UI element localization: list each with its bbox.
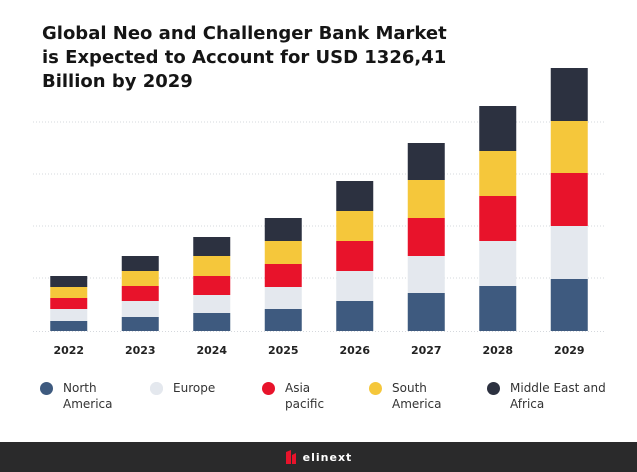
bar-segment [407, 143, 445, 180]
legend-item: Middle East and Africa [487, 380, 610, 412]
legend-swatch [40, 382, 53, 395]
x-tick-label: 2026 [339, 344, 370, 357]
bar-segment [550, 68, 588, 121]
bar-segment [550, 279, 588, 331]
legend-label: Middle East and Africa [510, 381, 606, 411]
bar-segment [550, 121, 588, 173]
legend-item: South America [369, 380, 462, 412]
x-tick-label: 2023 [125, 344, 156, 357]
x-tick-label: 2029 [554, 344, 585, 357]
x-tick-label: 2024 [196, 344, 227, 357]
legend-label: Asia pacific [285, 381, 325, 411]
x-tick-label: 2027 [411, 344, 442, 357]
legend-swatch [487, 382, 500, 395]
bar-segment [407, 256, 445, 293]
bar-segment [193, 295, 231, 313]
bar-segment [550, 226, 588, 279]
bar-segment [121, 286, 159, 301]
bar-segment [479, 286, 517, 331]
bar-segment [479, 106, 517, 151]
legend-label: Europe [173, 381, 216, 395]
logo-icon [285, 450, 296, 464]
bar-segment [50, 298, 88, 309]
legend-item: Asia pacific [262, 380, 340, 412]
chart-title: Global Neo and Challenger Bank Market is… [42, 23, 447, 92]
bar-segment [50, 276, 88, 287]
bar-segment [336, 241, 374, 271]
legend-label: South America [392, 381, 442, 411]
bar-segment [193, 237, 231, 256]
bar-segment [121, 301, 159, 317]
x-tick-label: 2022 [53, 344, 84, 357]
bar-segment [336, 271, 374, 301]
bar-segment [407, 293, 445, 331]
footer: elinext [0, 442, 637, 472]
x-tick-label: 2025 [268, 344, 299, 357]
bar-segment [336, 181, 374, 211]
bar-segment [479, 196, 517, 241]
legend-item: North America [40, 380, 133, 412]
legend-item: Europe [150, 380, 233, 396]
bar-segment [264, 309, 302, 331]
legend-swatch [369, 382, 382, 395]
bar-segment [336, 211, 374, 241]
bar-segment [550, 173, 588, 226]
bar-segment [264, 264, 302, 287]
legend-label: North America [63, 381, 113, 411]
bar-segment [50, 309, 88, 321]
bar-segment [193, 276, 231, 295]
bar-segment [50, 321, 88, 331]
x-tick-label: 2028 [482, 344, 513, 357]
bar-segment [407, 180, 445, 218]
legend-swatch [150, 382, 163, 395]
bar-segment [336, 301, 374, 331]
bar-segment [121, 256, 159, 271]
brand: elinext [302, 450, 353, 464]
bar-segment [479, 151, 517, 196]
bar-segment [50, 287, 88, 298]
bar-segment [121, 317, 159, 331]
bar-segment [121, 271, 159, 286]
bar-segment [479, 241, 517, 286]
bar-segment [407, 218, 445, 256]
bar-segment [193, 313, 231, 331]
bar-segment [264, 287, 302, 309]
chart: 2022 2023 2024 2025 2026 2027 2028 2029 [33, 68, 605, 357]
bar-segment [264, 241, 302, 264]
bar-segment [264, 218, 302, 241]
bar-segment [193, 256, 231, 276]
legend-swatch [262, 382, 275, 395]
